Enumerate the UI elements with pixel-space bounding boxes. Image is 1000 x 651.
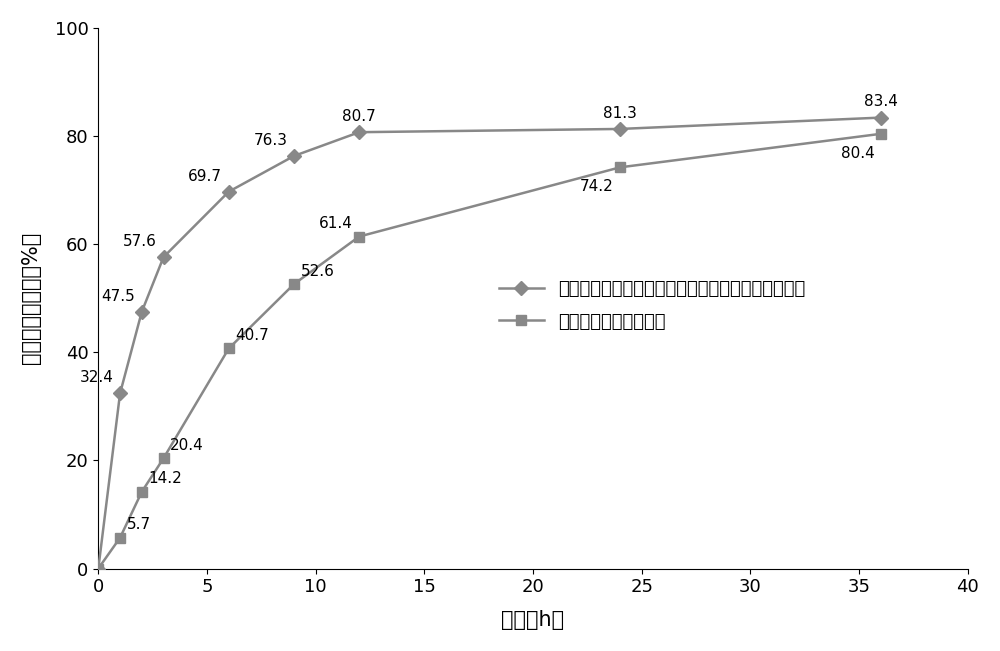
Text: 74.2: 74.2	[580, 180, 613, 195]
Text: 69.7: 69.7	[188, 169, 222, 184]
Text: 57.6: 57.6	[123, 234, 157, 249]
紫杉醇靶向脂质体（未添加星型胆酸功能化聚乳酸）	[288, 152, 300, 160]
Text: 5.7: 5.7	[127, 518, 151, 533]
紫杉醇靶向缓释脂质体	[875, 130, 887, 138]
紫杉醇靶向脂质体（未添加星型胆酸功能化聚乳酸）	[158, 253, 170, 261]
Text: 40.7: 40.7	[235, 328, 269, 343]
Text: 80.7: 80.7	[342, 109, 376, 124]
紫杉醇靶向脂质体（未添加星型胆酸功能化聚乳酸）	[614, 125, 626, 133]
X-axis label: 时间（h）: 时间（h）	[501, 610, 565, 630]
紫杉醇靶向脂质体（未添加星型胆酸功能化聚乳酸）	[875, 114, 887, 122]
Text: 81.3: 81.3	[603, 106, 637, 121]
Text: 83.4: 83.4	[864, 94, 898, 109]
紫杉醇靶向缓释脂质体	[92, 564, 104, 572]
紫杉醇靶向脂质体（未添加星型胆酸功能化聚乳酸）	[92, 564, 104, 572]
紫杉醇靶向缓释脂质体	[614, 163, 626, 171]
紫杉醇靶向缓释脂质体	[288, 280, 300, 288]
Text: 80.4: 80.4	[841, 146, 874, 161]
Line: 紫杉醇靶向缓释脂质体: 紫杉醇靶向缓释脂质体	[93, 129, 886, 574]
Y-axis label: 累积释药百分率（%）: 累积释药百分率（%）	[21, 232, 41, 365]
Line: 紫杉醇靶向脂质体（未添加星型胆酸功能化聚乳酸）: 紫杉醇靶向脂质体（未添加星型胆酸功能化聚乳酸）	[93, 113, 886, 574]
紫杉醇靶向缓释脂质体	[114, 534, 126, 542]
紫杉醇靶向脂质体（未添加星型胆酸功能化聚乳酸）	[136, 308, 148, 316]
紫杉醇靶向缓释脂质体	[158, 454, 170, 462]
Text: 61.4: 61.4	[319, 216, 353, 231]
紫杉醇靶向脂质体（未添加星型胆酸功能化聚乳酸）	[223, 187, 235, 195]
Text: 47.5: 47.5	[102, 288, 135, 303]
紫杉醇靶向缓释脂质体	[136, 488, 148, 495]
紫杉醇靶向缓释脂质体	[353, 232, 365, 240]
Legend: 紫杉醇靶向脂质体（未添加星型胆酸功能化聚乳酸）, 紫杉醇靶向缓释脂质体: 紫杉醇靶向脂质体（未添加星型胆酸功能化聚乳酸）, 紫杉醇靶向缓释脂质体	[499, 280, 805, 331]
Text: 52.6: 52.6	[300, 264, 334, 279]
Text: 20.4: 20.4	[170, 438, 204, 453]
Text: 76.3: 76.3	[253, 133, 287, 148]
紫杉醇靶向脂质体（未添加星型胆酸功能化聚乳酸）	[353, 128, 365, 136]
紫杉醇靶向缓释脂质体	[223, 344, 235, 352]
紫杉醇靶向脂质体（未添加星型胆酸功能化聚乳酸）	[114, 389, 126, 397]
Text: 14.2: 14.2	[148, 471, 182, 486]
Text: 32.4: 32.4	[80, 370, 114, 385]
